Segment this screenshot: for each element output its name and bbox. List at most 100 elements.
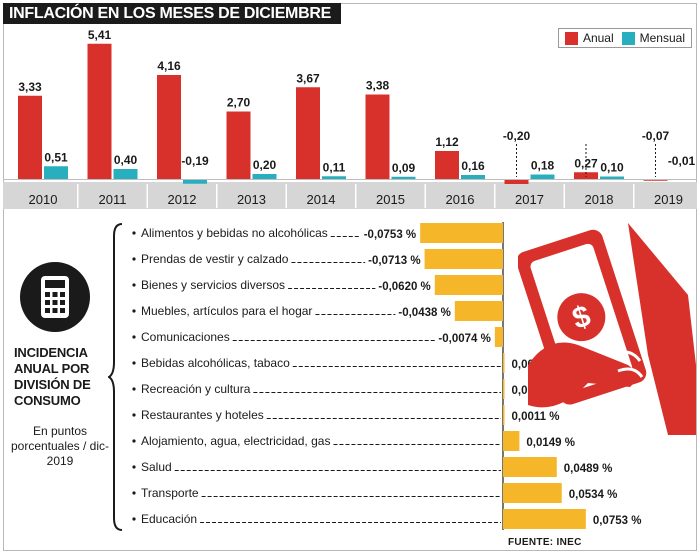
bar-row-9 (503, 457, 557, 477)
bullet-row-4 (132, 335, 136, 339)
bullet-row-6 (132, 387, 136, 391)
bullet-row-7 (132, 413, 136, 417)
label-monthly-2015: 0,09 (392, 161, 416, 175)
label-annual-2012: 4,16 (157, 59, 181, 73)
label-annual-2017: -0,20 (503, 129, 531, 143)
label-annual-2014: 3,67 (296, 71, 320, 85)
label-monthly-2010: 0,51 (44, 150, 68, 164)
bar-row-7 (503, 405, 505, 425)
label-monthly-2018: 0,10 (600, 161, 624, 175)
category-label-row-7: Restaurantes y hoteles (141, 408, 264, 422)
value-label-row-4: -0,0074 % (438, 333, 490, 345)
category-label-row-5: Bebidas alcohólicas, tabaco (141, 356, 290, 370)
page-title: INFLACIÓN EN LOS MESES DE DICIEMBRE (3, 3, 341, 24)
tick-label-2015: 2015 (376, 192, 405, 207)
infographic-frame (3, 3, 697, 551)
legend-swatch-monthly (621, 31, 635, 45)
legend-label-monthly: Mensual (639, 31, 685, 45)
value-label-row-9: 0,0489 % (564, 463, 613, 475)
bar-row-4 (494, 327, 503, 347)
bar-monthly-2018 (600, 176, 624, 179)
chart-legend: Anual Mensual (557, 28, 692, 48)
bar-monthly-2011 (113, 169, 138, 179)
tick-label-2010: 2010 (29, 192, 58, 207)
label-annual-2011: 5,41 (88, 28, 112, 42)
bar-monthly-2013 (252, 174, 277, 179)
bar-monthly-2017 (530, 174, 555, 179)
tick-label-2018: 2018 (585, 192, 614, 207)
category-label-row-11: Educación (141, 512, 197, 526)
label-monthly-2014: 0,11 (323, 160, 346, 174)
label-annual-2010: 3,33 (18, 80, 42, 94)
side-subtitle: En puntos porcentuales / dic-2019 (10, 424, 110, 468)
year-axis-strip (3, 182, 697, 209)
source-note: FUENTE: INEC (508, 537, 582, 548)
bar-row-0 (420, 223, 503, 243)
label-annual-2018: 0,27 (574, 156, 598, 170)
bullet-row-1 (132, 257, 136, 261)
brace-decoration (108, 223, 123, 531)
value-label-row-2: -0,0620 % (378, 281, 430, 293)
value-label-row-8: 0,0149 % (526, 437, 575, 449)
label-monthly-2013: 0,20 (253, 158, 277, 172)
banknote-hand-icon: $ (518, 223, 696, 435)
bullet-row-5 (132, 361, 136, 365)
tick-label-2014: 2014 (307, 192, 336, 207)
bar-monthly-2016 (461, 175, 485, 179)
bullet-row-11 (132, 517, 136, 521)
bar-row-2 (434, 275, 503, 295)
label-monthly-2019: -0,01 (668, 154, 696, 168)
category-label-row-0: Alimentos y bebidas no alcohólicas (141, 226, 328, 240)
bar-row-11 (503, 509, 586, 529)
label-monthly-2016: 0,16 (461, 159, 485, 173)
value-label-row-10: 0,0534 % (569, 489, 618, 501)
label-monthly-2012: -0,19 (181, 154, 209, 168)
category-label-row-4: Comunicaciones (141, 330, 230, 344)
bar-row-3 (454, 301, 503, 321)
category-label-row-9: Salud (141, 460, 172, 474)
category-label-row-10: Transporte (141, 486, 199, 500)
tick-label-2017: 2017 (515, 192, 544, 207)
label-monthly-2017: 0,18 (531, 159, 555, 173)
tick-label-2011: 2011 (99, 192, 127, 207)
bar-row-5 (503, 353, 505, 373)
value-label-row-1: -0,0713 % (368, 255, 420, 267)
inflation-bar-chart: 3,33 0,51 2010 5,41 0,40 2011 4,16 -0,19 2012 2,7… (3, 28, 697, 208)
bar-monthly-2010 (44, 166, 68, 179)
legend-item-monthly: Mensual (621, 31, 685, 45)
side-title: INCIDENCIA ANUAL POR DIVISIÓN DE CONSUMO (14, 345, 91, 408)
tick-label-2019: 2019 (654, 192, 683, 207)
calculator-icon-circle (20, 262, 90, 332)
bar-annual-2016 (435, 151, 459, 179)
bar-row-8 (503, 431, 520, 451)
label-annual-2016: 1,12 (435, 135, 459, 149)
bullet-row-2 (132, 283, 136, 287)
tick-label-2016: 2016 (446, 192, 475, 207)
bar-monthly-2012 (183, 179, 207, 184)
category-label-row-1: Prendas de vestir y calzado (141, 252, 289, 266)
tick-label-2012: 2012 (168, 192, 197, 207)
label-annual-2015: 3,38 (366, 79, 390, 93)
bar-annual-2014 (296, 87, 320, 179)
bullet-row-9 (132, 465, 136, 469)
category-label-row-3: Muebles, artículos para el hogar (141, 304, 312, 318)
bullet-row-10 (132, 491, 136, 495)
bar-annual-2012 (157, 75, 181, 179)
bar-row-1 (424, 249, 503, 269)
bar-annual-2017 (504, 179, 529, 184)
bar-row-10 (503, 483, 562, 503)
tick-label-2013: 2013 (237, 192, 266, 207)
bar-annual-2015 (365, 94, 390, 179)
bar-annual-2011 (87, 43, 112, 179)
legend-label-annual: Anual (582, 31, 614, 45)
bar-row-6 (503, 379, 505, 399)
value-label-row-0: -0,0753 % (364, 229, 416, 241)
bar-annual-2013 (226, 111, 251, 179)
category-label-row-8: Alojamiento, agua, electricidad, gas (141, 434, 330, 448)
bullet-row-8 (132, 439, 136, 443)
calculator-icon (41, 276, 69, 318)
bullet-row-0 (132, 231, 136, 235)
bullet-row-3 (132, 309, 136, 313)
bar-monthly-2014 (322, 176, 346, 179)
